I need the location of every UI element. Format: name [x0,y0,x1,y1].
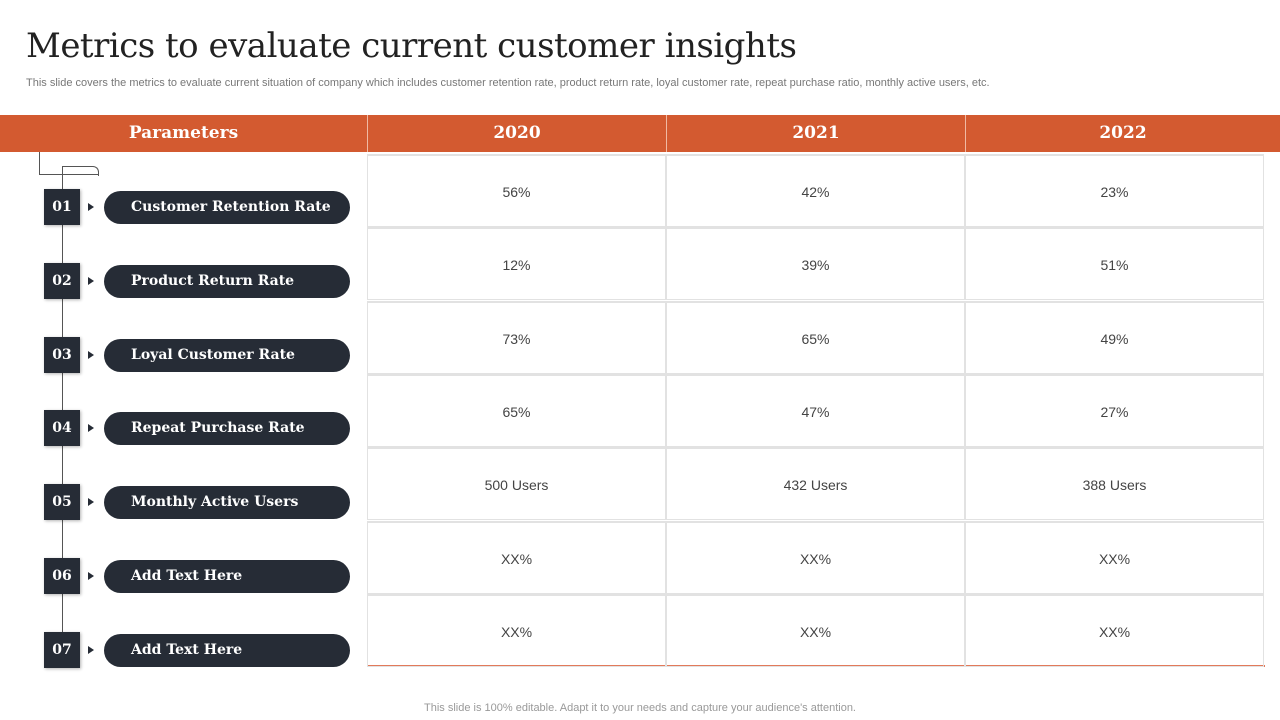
arrow-right-icon [88,276,94,285]
timeline-connector [62,166,99,176]
row-number: 01 [44,189,80,225]
parameter-label: Customer Retention Rate [104,191,350,224]
arrow-right-icon [88,645,94,654]
table-cell: XX% [367,593,666,667]
table-cell: 23% [965,154,1264,227]
table-cell: 73% [367,300,666,374]
table-cell: 500 Users [367,447,666,521]
arrow-right-icon [88,498,94,507]
row-number: 03 [44,336,80,373]
parameter-label: Loyal Customer Rate [104,338,350,372]
table-cell: 49% [965,300,1264,374]
timeline-line [62,166,63,650]
timeline-connector [39,152,99,175]
header-parameters: Parameters [128,123,239,143]
parameter-label: Add Text Here [104,560,350,593]
page-subtitle: This slide covers the metrics to evaluat… [26,77,990,89]
parameter-label: Monthly Active Users [104,486,350,520]
row-number: 07 [44,631,80,668]
parameter-label: Product Return Rate [104,264,350,298]
table-cell: XX% [965,593,1264,667]
arrow-right-icon [88,572,94,580]
table-header: Parameters 2020 2021 2022 [0,115,1280,152]
table-cell: 51% [965,227,1264,301]
table-cell: XX% [367,520,666,594]
header-year: 2022 [965,115,1280,152]
header-year: 2020 [367,115,666,152]
table-cell: XX% [666,520,965,594]
row-number: 05 [44,484,80,521]
page-title: Metrics to evaluate current customer ins… [26,26,797,66]
row-number: 06 [44,558,80,594]
parameter-label: Repeat Purchase Rate [104,412,350,446]
arrow-right-icon [88,424,94,433]
row-number: 02 [44,262,80,299]
table-cell: 388 Users [965,447,1264,521]
table-cell: 432 Users [666,447,965,521]
table-cell: XX% [965,520,1264,594]
table-cell: 42% [666,154,965,227]
table-cell: 12% [367,227,666,301]
table-cell: 27% [965,373,1264,447]
table-cell: 56% [367,154,666,227]
table-cell: 65% [367,373,666,447]
row-number: 04 [44,410,80,447]
arrow-right-icon [88,203,94,211]
arrow-right-icon [88,350,94,359]
footer-note: This slide is 100% editable. Adapt it to… [424,702,856,714]
header-year: 2021 [666,115,965,152]
table-cell: 39% [666,227,965,301]
parameter-label: Add Text Here [104,633,350,667]
table-cell: XX% [666,593,965,667]
data-table: 56% 42% 23% 12% 39% 51% 73% 65% 49% 65% 47% 27% 500 … [367,154,1265,667]
table-cell: 47% [666,373,965,447]
table-cell: 65% [666,300,965,374]
